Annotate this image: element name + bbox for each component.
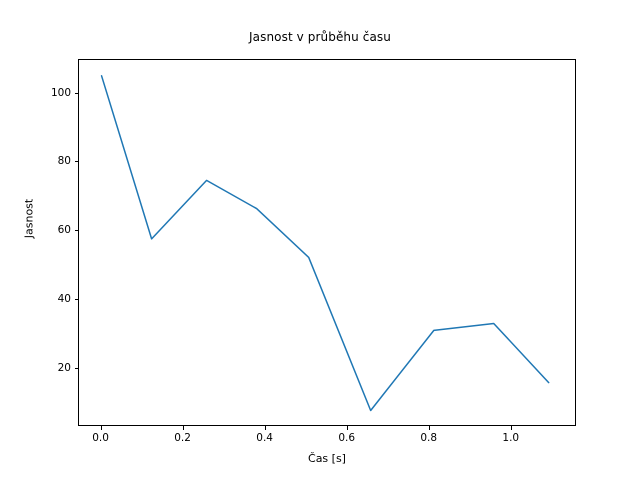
x-tick-mark — [182, 426, 184, 430]
x-tick-label: 0.4 — [256, 432, 273, 444]
x-tick-label: 0.2 — [174, 432, 191, 444]
y-tick-label: 80 — [57, 155, 71, 168]
plot-axes-frame — [78, 59, 576, 426]
line-plot-area — [100, 75, 550, 412]
x-tick-label: 0.8 — [420, 432, 438, 444]
y-tick-mark — [74, 299, 78, 301]
x-tick-label: 1.0 — [502, 432, 520, 444]
x-tick-mark — [100, 426, 102, 430]
y-tick-label: 40 — [57, 293, 71, 306]
x-tick-mark — [346, 426, 348, 430]
x-tick-mark — [510, 426, 512, 430]
x-axis-label: Čas [s] — [308, 452, 346, 465]
x-tick-label: 0.0 — [92, 432, 109, 444]
y-tick-mark — [74, 161, 78, 163]
y-tick-label: 100 — [50, 86, 71, 99]
x-tick-mark — [428, 426, 430, 430]
y-tick-mark — [74, 230, 78, 232]
y-axis-label: Jasnost — [22, 198, 36, 239]
data-series-line — [100, 75, 550, 412]
y-tick-mark — [74, 367, 78, 369]
y-tick-mark — [74, 92, 78, 94]
y-tick-label: 20 — [57, 361, 71, 374]
x-tick-label: 0.6 — [338, 432, 356, 444]
x-tick-mark — [264, 426, 266, 430]
chart-title: Jasnost v průběhu času — [249, 30, 391, 44]
y-tick-label: 60 — [57, 224, 71, 237]
